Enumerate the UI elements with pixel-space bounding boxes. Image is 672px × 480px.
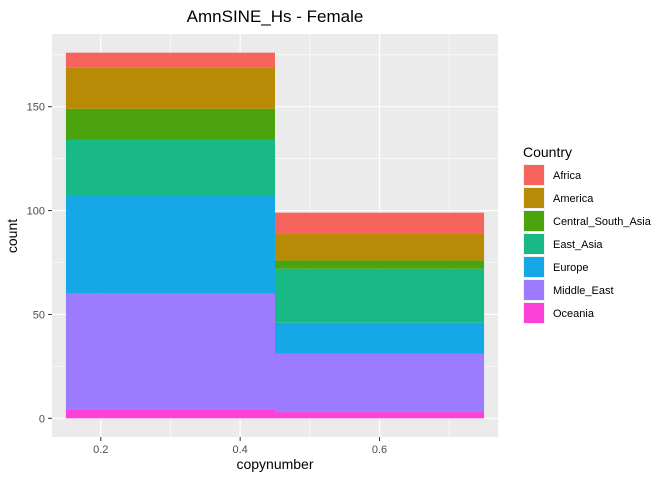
bar-segment-central-south-asia	[275, 260, 485, 269]
legend: Country Africa America Central_South_Asia E…	[523, 144, 652, 324]
legend-label: Central_South_Asia	[553, 216, 652, 228]
bar-segment-europe	[275, 322, 485, 354]
x-axis-title: copynumber	[236, 456, 313, 472]
legend-label: America	[553, 193, 594, 205]
y-tick-label: 50	[33, 309, 45, 321]
legend-swatch	[524, 257, 544, 277]
bar-segment-oceania	[275, 412, 485, 419]
bar-segment-east-asia	[275, 268, 485, 323]
legend-title: Country	[523, 144, 572, 160]
legend-label: Africa	[553, 170, 582, 182]
legend-label: Oceania	[553, 308, 595, 320]
bar-segment-middle-east	[65, 293, 275, 410]
y-tick-label: 0	[39, 413, 45, 425]
legend-label: East_Asia	[553, 239, 603, 251]
axes: 0.2 0.4 0.6 0 50 100 150	[27, 102, 388, 456]
bar-segment-africa	[65, 52, 275, 68]
y-tick-label: 100	[27, 206, 45, 218]
legend-swatch	[524, 303, 544, 323]
y-axis-title: count	[4, 219, 20, 253]
bar-segment-africa	[275, 212, 485, 234]
y-tick-label: 150	[27, 102, 45, 114]
chart-title: AmnSINE_Hs - Female	[187, 7, 364, 26]
legend-swatch	[524, 165, 544, 185]
x-tick-label: 0.6	[372, 444, 387, 456]
x-tick-label: 0.4	[233, 444, 248, 456]
legend-swatch	[524, 280, 544, 300]
legend-label: Europe	[553, 262, 588, 274]
legend-swatch	[524, 211, 544, 231]
bar-segment-middle-east	[275, 353, 485, 413]
legend-label: Middle_East	[553, 285, 614, 297]
bar-segment-central-south-asia	[65, 108, 275, 140]
bar-segment-oceania	[65, 409, 275, 419]
bar-segment-america	[65, 67, 275, 109]
bar-segment-europe	[65, 196, 275, 294]
bars	[65, 52, 485, 419]
legend-swatch	[524, 234, 544, 254]
bar-segment-east-asia	[65, 139, 275, 197]
bar-segment-america	[275, 233, 485, 261]
legend-swatch	[524, 188, 544, 208]
x-tick-label: 0.2	[93, 444, 108, 456]
